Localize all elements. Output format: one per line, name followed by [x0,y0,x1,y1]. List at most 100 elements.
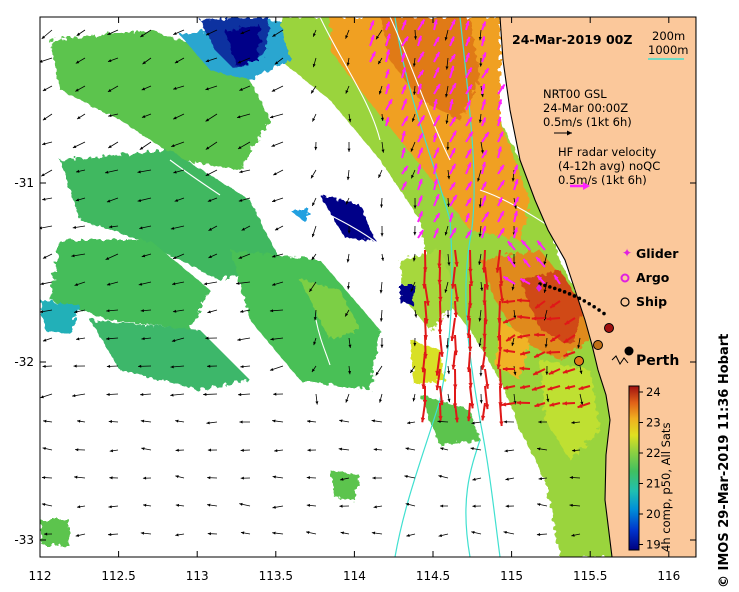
velocity-arrow [76,29,86,36]
velocity-arrow [348,113,352,123]
velocity-arrow [205,113,218,122]
velocity-arrow [371,531,383,535]
velocity-arrow [140,419,152,423]
plot-frame [39,16,697,558]
velocity-arrow [107,29,119,36]
velocity-arrow [109,476,119,480]
velocity-arrow [449,98,454,111]
velocity-arrow [438,402,443,421]
velocity-arrow [378,85,383,95]
velocity-arrow [546,393,550,403]
velocity-arrow [465,162,472,175]
velocity-arrow [517,334,531,339]
velocity-arrow [438,283,443,302]
velocity-arrow [385,49,391,63]
velocity-arrow [274,225,284,231]
svg-text:Ship: Ship [636,294,667,309]
glider-point [562,290,567,294]
velocity-arrow [311,225,317,238]
velocity-arrow [417,69,425,79]
velocity-arrow [513,164,519,175]
velocity-arrow [273,169,284,176]
city-label-perth: Perth [636,353,679,369]
colorbar-tick-label: 21 [646,477,661,491]
colorbar-title: 4h comp, p50, All Sats [659,423,673,552]
velocity-arrow [505,334,516,342]
velocity-arrow [465,148,472,159]
velocity-arrow [385,116,390,127]
velocity-arrow [481,211,490,223]
velocity-arrow [170,225,185,230]
velocity-arrow [468,368,473,388]
velocity-arrow [74,281,86,286]
velocity-arrow [412,393,416,402]
velocity-arrow [173,29,185,36]
velocity-arrow [513,210,518,223]
credit-label: © IMOS 29-Mar-2019 11:36 Hobart [717,334,732,588]
velocity-arrow [465,99,472,111]
velocity-arrow [417,18,426,31]
velocity-arrow [449,130,458,143]
velocity-arrow [433,147,440,159]
velocity-arrow [106,337,119,341]
velocity-arrow [173,113,185,120]
velocity-arrow [75,85,86,92]
y-axis: -31 -32 -33 [14,176,696,547]
velocity-arrow [413,197,417,209]
velocity-arrow [549,300,561,309]
velocity-arrow [563,351,576,358]
velocity-arrow [306,503,317,507]
velocity-arrow [138,281,152,286]
velocity-arrow [405,447,416,451]
velocity-arrow [239,420,251,424]
velocity-arrow [140,29,152,38]
velocity-arrow [175,533,185,537]
velocity-arrow [173,169,185,174]
velocity-arrow [175,419,185,423]
velocity-arrow [340,477,350,481]
velocity-arrow [345,29,350,39]
velocity-arrow [203,281,218,286]
velocity-arrow [444,281,449,293]
velocity-arrow [313,309,317,321]
velocity-arrow [311,197,317,207]
contour-label-200m: 200m [652,29,685,43]
velocity-arrow [478,29,482,41]
velocity-arrow [40,281,53,286]
glider-point [587,301,592,306]
velocity-arrow [378,169,383,179]
velocity-arrow [534,300,546,310]
velocity-arrow [579,393,584,406]
velocity-arrow [479,365,483,377]
velocity-arrow [274,57,284,65]
glider-point [543,283,547,288]
velocity-arrow [42,85,53,92]
velocity-arrow [72,141,86,149]
velocity-arrow [453,300,458,318]
velocity-arrow [72,225,86,229]
velocity-arrow [313,337,317,346]
velocity-arrow [108,141,119,149]
velocity-arrow [271,197,284,203]
velocity-arrow [421,368,426,389]
velocity-arrow [439,504,449,508]
velocity-arrow [273,392,284,396]
velocity-arrow [465,36,471,47]
sst-field [40,17,620,557]
velocity-arrow [564,385,576,390]
velocity-arrow [75,169,86,173]
velocity-arrow [40,225,53,230]
velocity-arrow [445,337,449,349]
velocity-arrow [517,314,531,320]
coast-detail [611,355,629,365]
velocity-arrow [240,29,251,35]
velocity-arrow [174,197,185,202]
velocity-arrow [449,36,455,47]
velocity-arrow [437,249,442,269]
colorbar [628,385,640,551]
velocity-arrow [465,67,473,79]
velocity-arrow [433,212,441,223]
velocity-arrow [405,502,416,507]
model-legend-line3: 0.5m/s (1kt 6h) [543,115,632,129]
